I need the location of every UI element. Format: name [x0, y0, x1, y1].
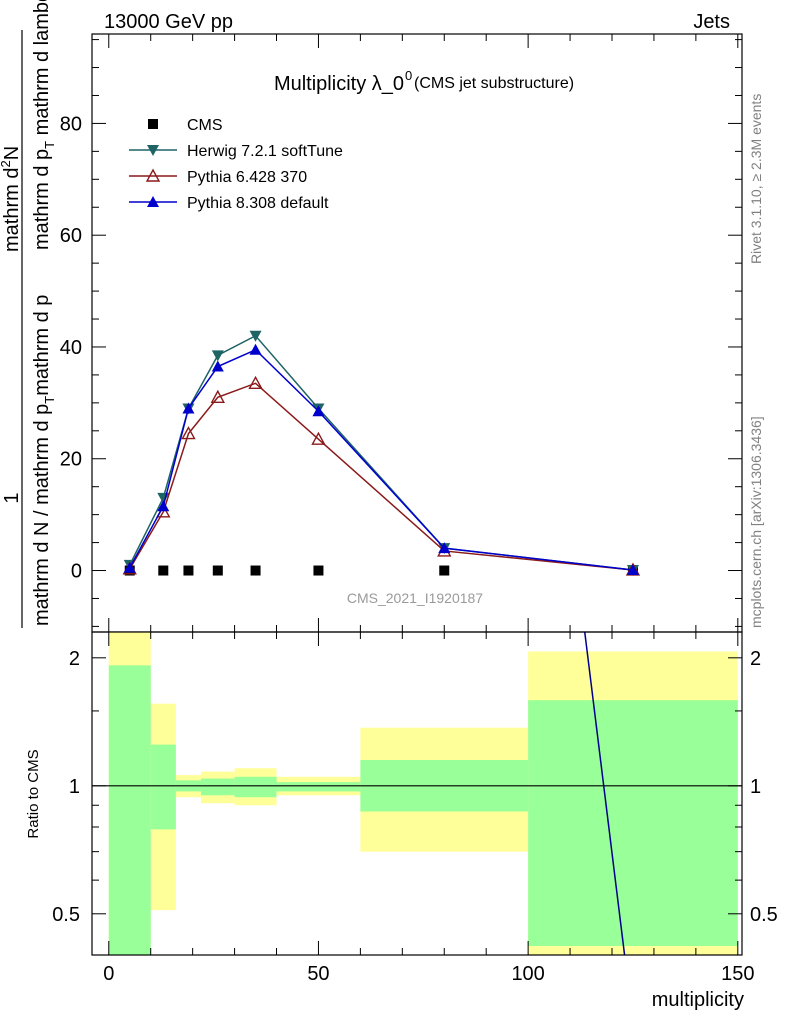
series-3-point [249, 343, 262, 355]
series-0-point [158, 565, 169, 576]
band-inner-3 [201, 778, 235, 796]
watermark: CMS_2021_I1920187 [347, 590, 483, 606]
series-3-point [626, 563, 639, 575]
legend-label-2: Pythia 6.428 370 [187, 169, 307, 186]
legend-marker-0 [148, 119, 158, 129]
series-0-point [439, 565, 450, 576]
series-line-1 [129, 334, 634, 571]
series-2-point [181, 426, 196, 440]
band-inner-5 [276, 782, 361, 792]
chart-title-superscript: 0 [405, 68, 412, 83]
ylabel-top-sup: 2 [0, 160, 13, 167]
ylabel-numerator: 1 [1, 492, 23, 503]
main-ylabel: 1 mathrm d2N mathrm d pT mathrm d lambda… [0, 0, 57, 628]
chart-title: Multiplicity λ_0 [274, 73, 404, 95]
series-3-point [312, 405, 325, 417]
ratio-ytick-label: 1 [69, 776, 80, 798]
chart-subtitle: (CMS jet substructure) [414, 75, 574, 92]
ylabel-top-den: mathrm d pT mathrm d lambda [31, 0, 57, 250]
legend-marker-3 [147, 196, 159, 207]
ratio-ytick-label: 0.5 [52, 904, 80, 926]
ratio-line [583, 631, 626, 956]
series-0-point [183, 565, 194, 576]
series-3-point [123, 561, 136, 573]
ylabel-sub-2: T [42, 396, 57, 404]
series-3-point [438, 542, 451, 554]
ratio-ytick-label-right: 0.5 [750, 904, 778, 926]
x-axis-label: multiplicity [652, 989, 744, 1011]
main-ytick-label: 20 [60, 449, 82, 471]
series-3-point [182, 402, 195, 414]
legend-marker-2 [145, 168, 161, 182]
legend-label-0: CMS [187, 117, 223, 134]
x-tick-label: 0 [103, 963, 114, 985]
series-0-point [250, 565, 261, 576]
x-tick-label: 150 [721, 963, 754, 985]
series-3-point [211, 360, 224, 372]
ratio-ylabel: Ratio to CMS [25, 749, 42, 838]
main-ytick-label: 80 [60, 113, 82, 135]
series-0-point [313, 565, 324, 576]
main-ytick-label: 0 [71, 561, 82, 583]
series-line-2 [129, 382, 634, 571]
legend-label-1: Herwig 7.2.1 softTune [187, 143, 343, 160]
x-tick-label: 50 [307, 963, 329, 985]
legend-label-3: Pythia 8.308 default [187, 195, 329, 212]
ratio-ytick-label-right: 2 [750, 648, 761, 670]
rivet-label: Rivet 3.1.10, ≥ 2.3M events [748, 94, 764, 264]
ylabel-top: mathrm d2N [0, 146, 23, 252]
series-2-point [248, 375, 263, 389]
band-inner-7 [528, 700, 738, 946]
ylabel-top-n: N [1, 146, 23, 160]
ratio-plot-panel: 0.5 0.5 1 1 2 2 0 50 100 150 [52, 631, 778, 985]
series-0-point [212, 565, 223, 576]
ylabel-sub-1: T [42, 141, 57, 149]
band-inner-4 [234, 776, 277, 798]
main-ytick-label: 40 [60, 337, 82, 359]
ylabel-bottom-den: mathrm d N / mathrm d pTmathrm d p [31, 295, 57, 626]
series-line-3 [129, 348, 634, 571]
series-3-point [157, 500, 170, 512]
ratio-ytick-label: 2 [69, 648, 80, 670]
header-left: 13000 GeV pp [104, 11, 233, 33]
legend-marker-1 [147, 145, 159, 156]
mcplots-label: mcplots.cern.ch [arXiv:1306.3436] [748, 416, 764, 628]
series-2-point [311, 431, 326, 445]
band-inner-1 [150, 744, 176, 830]
series-1-point [211, 350, 224, 362]
series-1-point [249, 330, 262, 342]
series-2-point [210, 389, 225, 403]
header-right: Jets [693, 11, 730, 33]
band-inner-0 [108, 665, 151, 955]
x-tick-label: 100 [511, 963, 544, 985]
main-ytick-label: 60 [60, 225, 82, 247]
ratio-frame [91, 631, 743, 956]
ratio-ytick-label-right: 1 [750, 776, 761, 798]
